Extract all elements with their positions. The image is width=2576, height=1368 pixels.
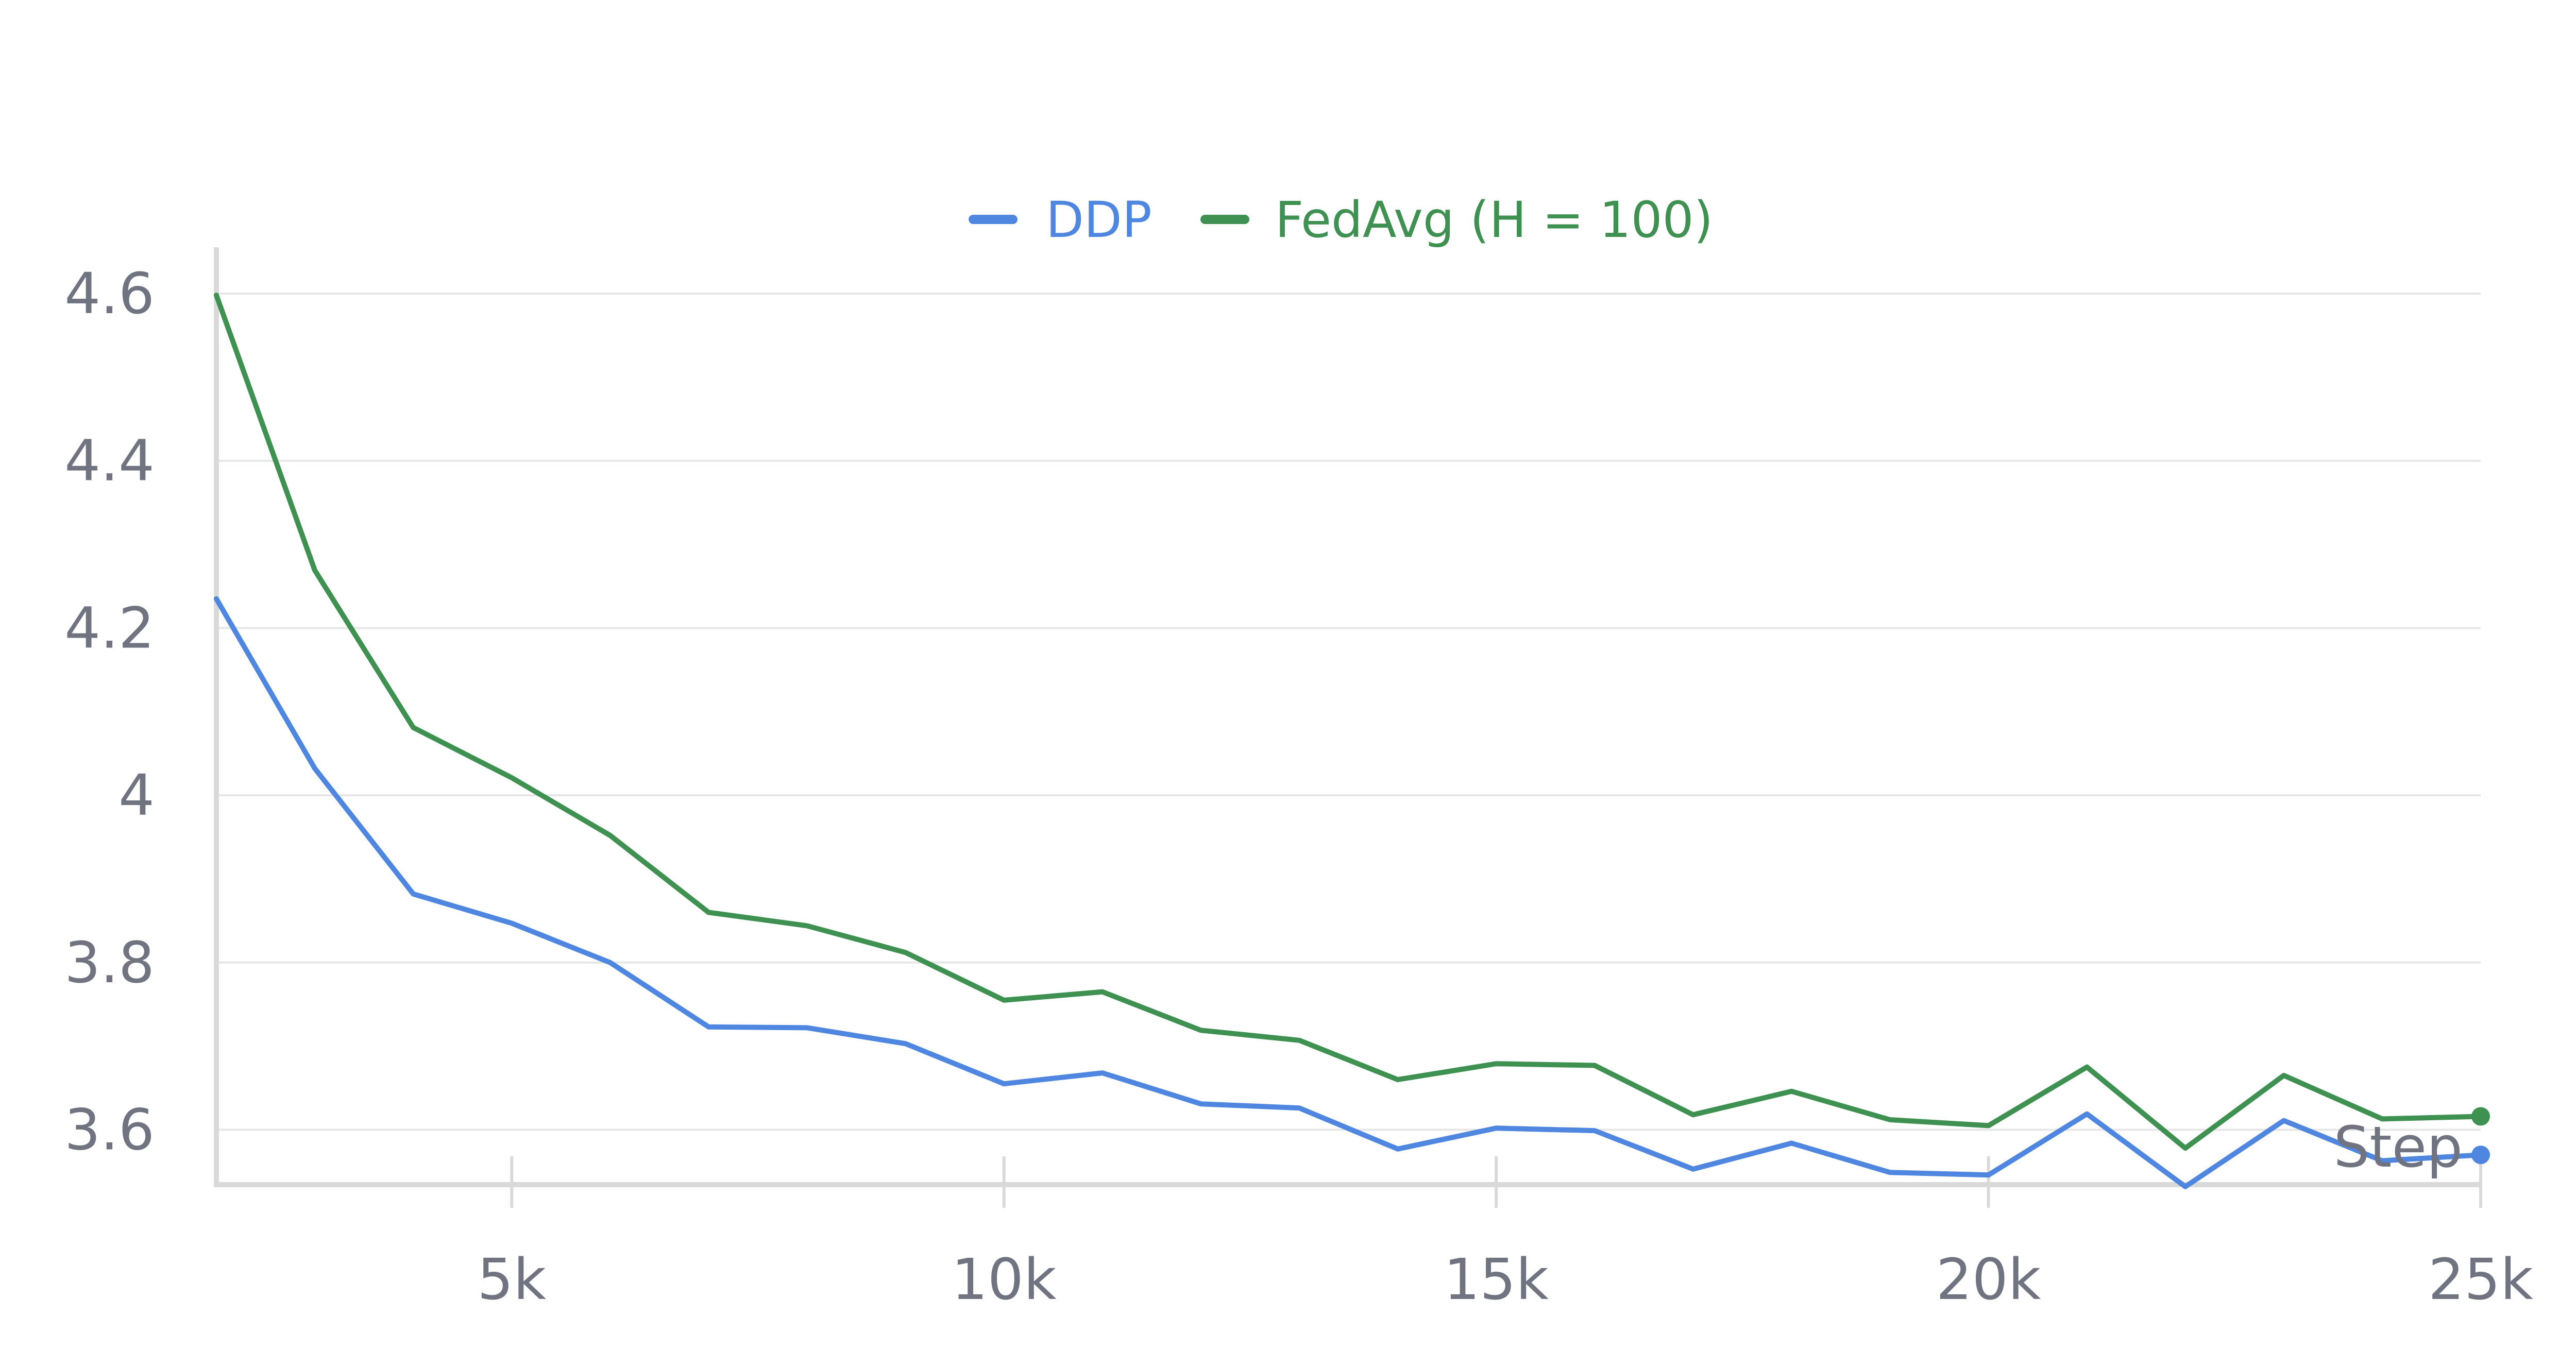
data-point-fedavg-h-100 xyxy=(708,912,709,913)
x-axis-ticks: 5k 10k 15k 20k 25k xyxy=(477,1156,2533,1312)
data-point-fedavg-h-100 xyxy=(610,835,611,836)
axes xyxy=(214,247,2481,1187)
data-point-fedavg-h-100 xyxy=(1200,1030,1201,1031)
data-point-ddp xyxy=(216,598,217,599)
legend-swatch xyxy=(1200,215,1249,224)
x-tick-label: 25k xyxy=(2428,1246,2533,1312)
legend-item-fedavg-h-100[interactable]: FedAvg (H = 100) xyxy=(1200,191,1713,249)
y-tick-label: 4.4 xyxy=(64,428,155,494)
data-point-fedavg-h-100 xyxy=(413,727,414,728)
data-point-ddp xyxy=(2283,1120,2284,1121)
x-tick-label: 10k xyxy=(952,1246,1057,1312)
y-tick-label: 3.6 xyxy=(64,1097,155,1163)
data-point-ddp xyxy=(2471,1145,2490,1165)
y-tick-label: 4 xyxy=(118,762,155,828)
data-point-fedavg-h-100 xyxy=(1988,1125,1989,1126)
grid-lines xyxy=(216,293,2481,1131)
y-tick-label: 4.6 xyxy=(64,261,155,327)
x-tick-label: 15k xyxy=(1444,1246,1549,1312)
data-point-fedavg-h-100 xyxy=(216,295,217,296)
series-lines xyxy=(214,293,2490,1189)
series-line-ddp xyxy=(214,596,2483,1189)
legend-item-ddp[interactable]: DDP xyxy=(969,191,1152,249)
x-tick-label: 20k xyxy=(1936,1246,2041,1312)
x-tick-label: 5k xyxy=(477,1246,546,1312)
legend[interactable]: DDP FedAvg (H = 100) xyxy=(969,191,1713,249)
legend-label: DDP xyxy=(1046,191,1152,249)
y-tick-label: 3.8 xyxy=(64,930,155,996)
series-line-fedavg-h-100 xyxy=(214,293,2483,1151)
data-point-fedavg-h-100 xyxy=(905,952,906,953)
data-point-fedavg-h-100 xyxy=(1102,991,1103,992)
legend-swatch xyxy=(969,215,1018,224)
y-axis-ticks: 3.6 3.8 4 4.2 4.4 4.6 xyxy=(64,261,155,1163)
x-axis-title: Step xyxy=(2334,1114,2463,1180)
data-point-fedavg-h-100 xyxy=(2471,1107,2490,1126)
legend-label: FedAvg (H = 100) xyxy=(1275,191,1713,249)
data-point-ddp xyxy=(610,962,611,963)
y-tick-label: 4.2 xyxy=(64,595,155,661)
